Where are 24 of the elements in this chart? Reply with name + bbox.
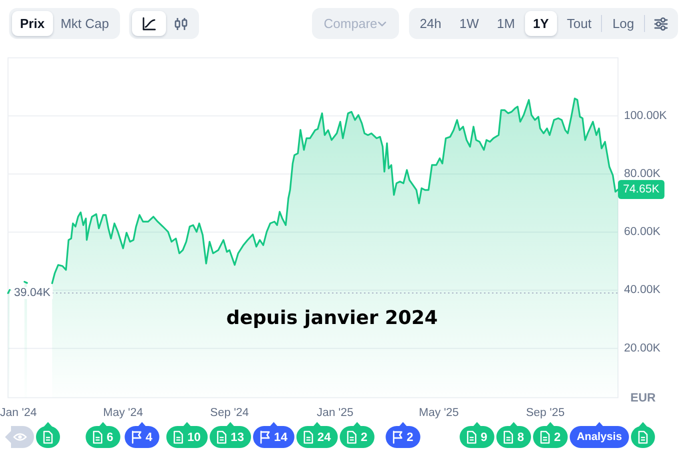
text: Mkt Cap <box>52 11 117 36</box>
x-tick-label: Sep '25 <box>526 407 565 419</box>
y-tick-label: 40.00K <box>624 284 661 296</box>
ref-line-label: 39.04K <box>14 287 51 299</box>
y-tick-label: 60.00K <box>624 226 661 238</box>
text: 1W <box>451 11 487 36</box>
x-tick-label: Jan '24 <box>0 407 38 419</box>
text: 24h <box>412 11 450 36</box>
text: 1Y <box>524 11 557 36</box>
y-tick-label: 20.00K <box>624 342 661 354</box>
text: Prix <box>12 11 53 36</box>
text: Log <box>604 11 642 36</box>
y-axis-title: EUR <box>630 390 656 405</box>
y-tick-label: 100.00K <box>624 110 668 122</box>
x-tick-label: Sep '24 <box>210 407 250 419</box>
x-tick-label: May '25 <box>418 407 459 419</box>
annotation: 74.65K <box>623 184 660 196</box>
text: Tout <box>558 11 600 36</box>
x-tick-label: Jan '25 <box>316 407 354 419</box>
y-tick-label: 80.00K <box>624 168 661 180</box>
x-tick-label: May '24 <box>103 407 144 419</box>
text: 1M <box>488 11 523 36</box>
annotation: depuis janvier 2024 <box>226 307 438 329</box>
text: Compare <box>324 16 378 31</box>
